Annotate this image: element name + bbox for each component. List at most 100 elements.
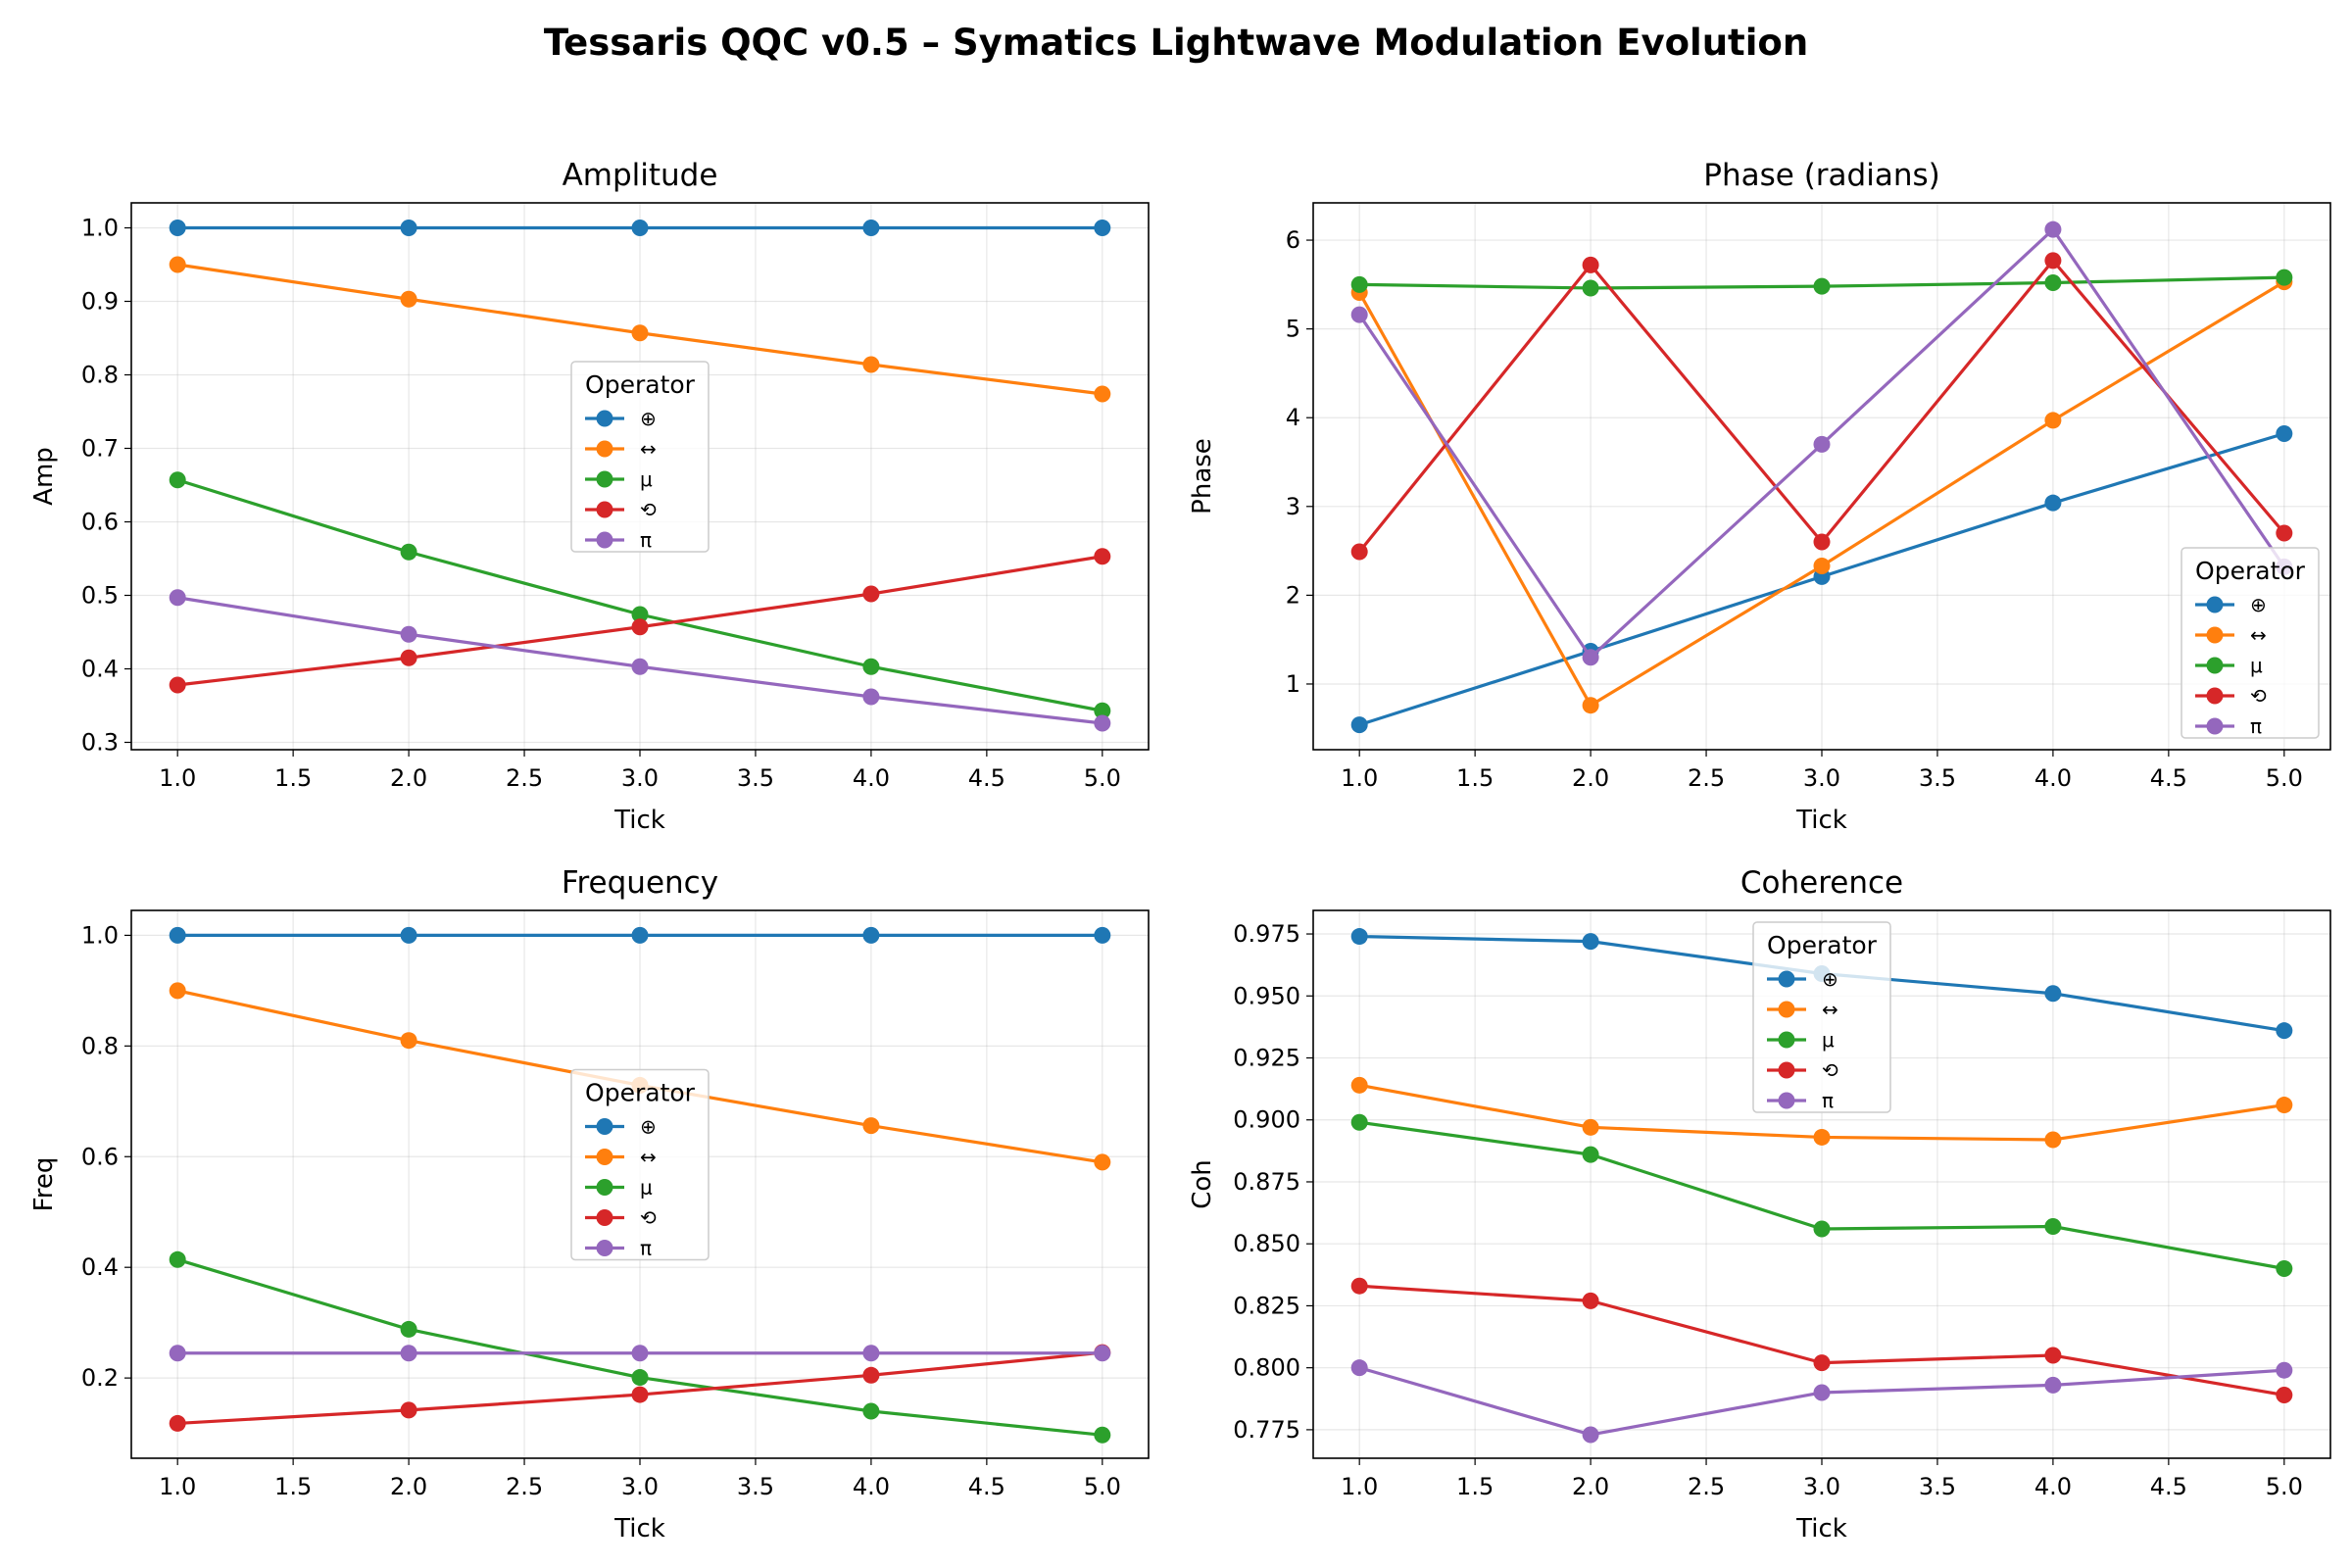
x-tick-label: 3.5 — [737, 1473, 774, 1500]
data-point — [400, 1032, 417, 1050]
legend-title: Operator — [585, 370, 696, 399]
data-point — [400, 290, 417, 308]
y-axis-label: Coh — [1188, 1159, 1217, 1209]
x-tick-label: 4.5 — [2150, 764, 2187, 792]
legend-label: ⊕ — [640, 1115, 657, 1139]
data-point — [1350, 306, 1368, 323]
legend-swatch-marker — [2206, 717, 2224, 735]
y-tick-label: 0.875 — [1233, 1168, 1300, 1196]
subplot-amplitude: 1.0 1.5 2.0 2.5 3.0 3.5 4.0 4.5 5.0 0.3 0.4 0.5 0.6 0… — [29, 158, 1150, 835]
data-point — [1094, 385, 1111, 403]
data-point — [2276, 1387, 2293, 1403]
data-point — [1582, 279, 1599, 297]
legend-swatch-marker — [596, 1240, 613, 1256]
data-point — [1094, 702, 1111, 719]
data-point — [1813, 1384, 1831, 1401]
legend-title: Operator — [2195, 557, 2306, 585]
data-point — [2276, 269, 2293, 286]
x-tick-label: 1.5 — [274, 764, 312, 792]
x-tick-label: 2.0 — [390, 764, 427, 792]
data-point — [2276, 425, 2293, 443]
data-point — [1094, 1426, 1111, 1444]
subplot-title: Coherence — [1740, 865, 1903, 901]
x-tick-label: 1.0 — [1341, 764, 1378, 792]
legend-label: π — [2250, 714, 2262, 738]
data-point — [1350, 928, 1368, 946]
data-point — [862, 1345, 880, 1362]
x-tick-label: 1.0 — [159, 764, 196, 792]
x-tick-label: 1.0 — [159, 1473, 196, 1500]
data-point — [1582, 1146, 1599, 1163]
data-point — [1813, 435, 1831, 453]
legend-swatch-marker — [2206, 596, 2224, 613]
data-point — [400, 220, 417, 236]
data-point — [169, 220, 186, 236]
x-tick-label: 2.5 — [506, 1473, 543, 1500]
x-tick-label: 2.5 — [1688, 1473, 1725, 1500]
data-point — [1582, 649, 1599, 666]
subplot-frequency: 1.0 1.5 2.0 2.5 3.0 3.5 4.0 4.5 5.0 0.2 0.4 0.6 0.8 1… — [29, 865, 1150, 1544]
y-tick-label: 0.900 — [1233, 1106, 1300, 1134]
y-tick-label: 0.925 — [1233, 1045, 1300, 1072]
data-point — [631, 1386, 649, 1403]
data-point — [169, 256, 186, 273]
x-axis-label: Tick — [1795, 1514, 1847, 1544]
legend-label: μ — [2250, 654, 2263, 677]
data-point — [400, 926, 417, 944]
y-tick-label: 0.775 — [1233, 1416, 1300, 1444]
y-tick-label: 0.8 — [81, 362, 119, 389]
legend-swatch-marker — [596, 501, 613, 518]
legend: Operator ⊕ ↔ μ ⟲ π — [570, 1068, 710, 1261]
legend-label: π — [640, 1237, 652, 1260]
series-group — [169, 220, 1111, 732]
legend-swatch-marker — [1778, 1061, 1795, 1079]
x-tick-label: 2.0 — [1572, 1473, 1609, 1500]
data-point — [169, 676, 186, 694]
data-point — [862, 585, 880, 603]
data-point — [169, 926, 186, 944]
y-tick-label: 1.0 — [81, 215, 119, 242]
y-axis-label: Phase — [1188, 438, 1217, 514]
data-point — [631, 618, 649, 636]
legend-swatch-marker — [596, 1179, 613, 1196]
data-point — [862, 1366, 880, 1384]
data-point — [1813, 1128, 1831, 1146]
subplot-title: Frequency — [562, 865, 718, 901]
legend-swatch-marker — [596, 470, 613, 488]
x-tick-label: 5.0 — [2266, 764, 2303, 792]
y-tick-label: 0.6 — [81, 509, 119, 536]
data-point — [1813, 1220, 1831, 1238]
y-tick-label: 4 — [1286, 404, 1300, 431]
data-point — [2044, 412, 2062, 429]
y-tick-label: 3 — [1286, 493, 1300, 520]
x-tick-label: 2.5 — [1688, 764, 1725, 792]
data-point — [2276, 1097, 2293, 1114]
legend-label: μ — [1822, 1028, 1835, 1052]
x-tick-label: 1.5 — [274, 1473, 312, 1500]
data-point — [1582, 256, 1599, 273]
data-point — [2044, 220, 2062, 238]
x-tick-label: 3.0 — [621, 764, 659, 792]
subplot-coherence: 1.0 1.5 2.0 2.5 3.0 3.5 4.0 4.5 5.0 0.775 0.800 0.8… — [1188, 865, 2331, 1544]
data-point — [1350, 1277, 1368, 1295]
data-point — [2276, 1361, 2293, 1379]
data-point — [169, 471, 186, 489]
subplot-title: Phase (radians) — [1703, 158, 1939, 193]
data-point — [862, 926, 880, 944]
data-point — [1350, 1113, 1368, 1131]
x-tick-label: 3.5 — [1919, 764, 1956, 792]
data-point — [1350, 275, 1368, 293]
data-point — [1094, 548, 1111, 565]
legend-label: ⟲ — [640, 1206, 657, 1230]
data-point — [1350, 1359, 1368, 1377]
legend-label: μ — [640, 467, 653, 491]
legend-swatch-marker — [2206, 657, 2224, 674]
legend-label: π — [1822, 1089, 1834, 1112]
data-point — [2276, 1022, 2293, 1040]
x-tick-label: 4.5 — [968, 764, 1005, 792]
data-point — [2276, 524, 2293, 542]
axes-frame — [1312, 909, 2331, 1459]
data-point — [400, 1345, 417, 1362]
data-point — [862, 220, 880, 236]
